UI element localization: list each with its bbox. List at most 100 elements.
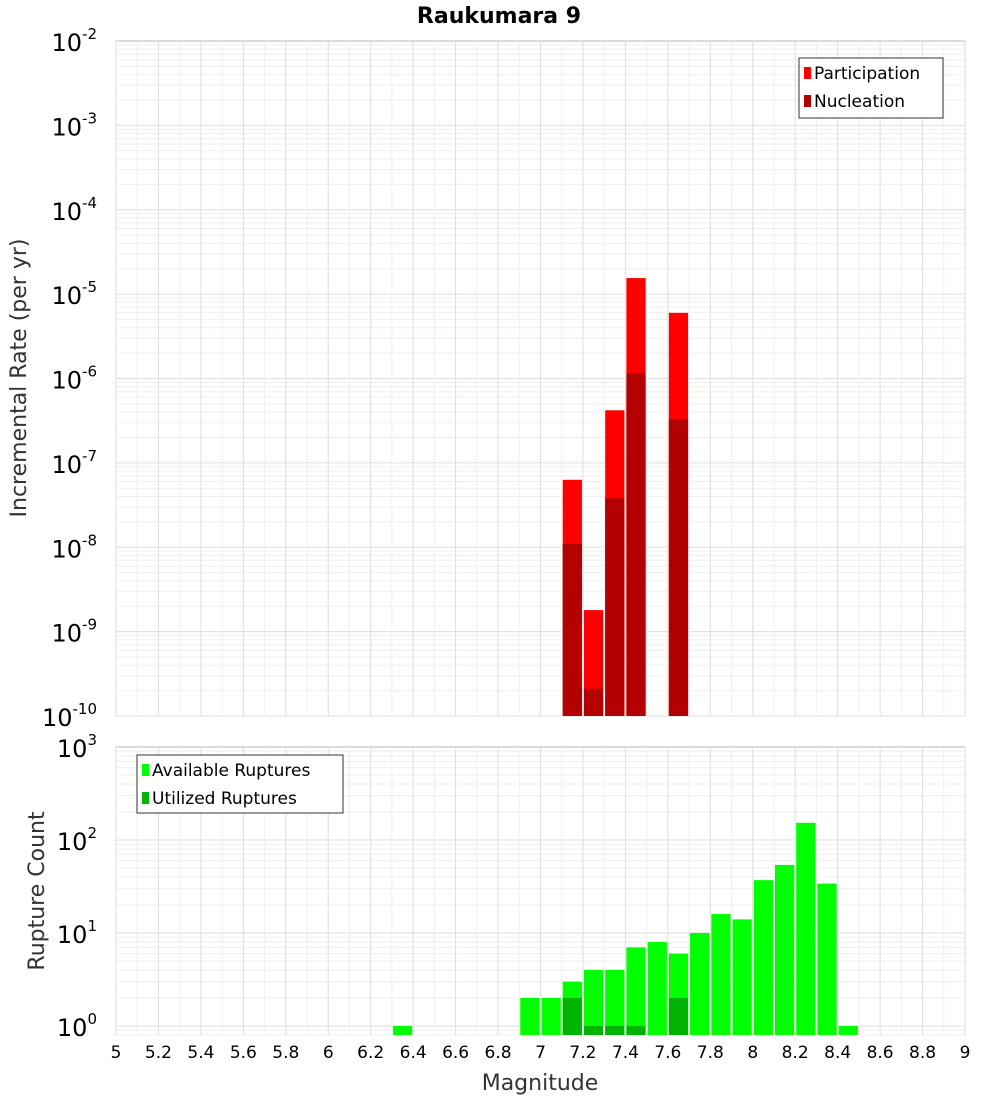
legend-label: Utilized Ruptures	[152, 789, 297, 809]
y-tick-base: 10	[57, 921, 88, 949]
x-tick-label: 7	[535, 1043, 546, 1063]
legend-swatch	[142, 764, 149, 776]
bar-available	[753, 880, 773, 1035]
bar-available	[732, 919, 752, 1035]
y-tick-base: 10	[42, 704, 73, 732]
y-tick-exponent: -4	[82, 194, 97, 212]
y-tick-exponent: -3	[82, 109, 97, 127]
x-tick-label: 6.2	[357, 1043, 384, 1063]
y-tick-base: 10	[51, 198, 82, 226]
x-tick-label: 5.4	[187, 1043, 214, 1063]
x-tick-label: 5.8	[272, 1043, 299, 1063]
y-tick-base: 10	[51, 535, 82, 563]
y-axis-label: Incremental Rate (per yr)	[7, 239, 32, 518]
bar-nucleation	[668, 419, 689, 716]
y-tick-label: 10-2	[51, 25, 97, 57]
y-tick-exponent: -5	[82, 278, 97, 296]
x-tick-label: 8.4	[824, 1043, 851, 1063]
y-tick-base: 10	[51, 367, 82, 395]
x-tick-label: 8.2	[782, 1043, 809, 1063]
legend-label: Available Ruptures	[152, 761, 310, 781]
legend-box	[798, 57, 944, 119]
y-tick-label: 10-4	[51, 194, 97, 226]
bar-available	[796, 822, 816, 1035]
chart-title: Raukumara 9	[417, 4, 581, 29]
y-tick-label: 10-7	[51, 447, 97, 479]
bar-available	[690, 932, 710, 1035]
bar-available	[520, 997, 540, 1035]
x-tick-label: 8	[747, 1043, 758, 1063]
bar-available	[774, 864, 795, 1035]
bar-utilized	[668, 997, 689, 1035]
x-tick-label: 5.2	[145, 1043, 172, 1063]
x-tick-label: 9	[960, 1043, 971, 1063]
x-tick-label: 6.8	[485, 1043, 512, 1063]
y-tick-label: 100	[57, 1010, 97, 1042]
y-tick-exponent: 0	[87, 1010, 97, 1028]
y-tick-label: 10-8	[51, 531, 97, 563]
rate-panel: 10-1010-910-810-710-610-510-410-310-2Inc…	[7, 25, 966, 732]
bar-nucleation	[605, 498, 625, 716]
y-tick-exponent: -10	[73, 700, 98, 718]
x-tick-labels: 5 5.2 5.4 5.6 5.8 6 6.2 6.4 6.6 6.8 7 7.2 7.4 7.6 7.8 8…	[111, 1043, 971, 1063]
bar-available	[711, 914, 731, 1035]
bar-nucleation	[583, 688, 604, 716]
y-tick-exponent: 3	[87, 731, 97, 749]
y-tick-label: 10-10	[42, 700, 97, 732]
bar-utilized	[626, 1025, 646, 1035]
x-tick-label: 6.6	[442, 1043, 469, 1063]
bar-available	[583, 969, 604, 1035]
x-tick-label: 5.6	[230, 1043, 257, 1063]
bar-available	[626, 947, 646, 1035]
x-tick-label: 8.8	[909, 1043, 936, 1063]
x-tick-label: 6.4	[400, 1043, 427, 1063]
legend-label: Participation	[814, 64, 920, 84]
y-tick-base: 10	[51, 282, 82, 310]
y-tick-base: 10	[51, 451, 82, 479]
y-axis-label: Rupture Count	[25, 811, 50, 971]
legend-box	[136, 754, 344, 814]
bar-available	[647, 942, 667, 1035]
bar-nucleation	[562, 543, 582, 716]
y-tick-label: 10-3	[51, 109, 97, 141]
bar-utilized	[562, 997, 582, 1035]
x-tick-label: 7.8	[697, 1043, 724, 1063]
y-tick-exponent: -7	[82, 447, 97, 465]
y-tick-exponent: -8	[82, 531, 97, 549]
x-tick-label: 5	[111, 1043, 122, 1063]
y-tick-label: 10-9	[51, 616, 97, 648]
legend-swatch	[142, 792, 149, 804]
y-tick-label: 102	[57, 824, 97, 856]
y-tick-base: 10	[51, 29, 82, 57]
y-tick-exponent: 2	[87, 824, 97, 842]
y-tick-exponent: -9	[82, 616, 97, 634]
x-axis-label: Magnitude	[482, 1071, 599, 1096]
legend-label: Nucleation	[814, 92, 905, 112]
y-tick-exponent: 1	[87, 917, 97, 935]
y-tick-base: 10	[57, 1014, 88, 1042]
y-tick-base: 10	[57, 735, 88, 763]
bar-utilized	[583, 1025, 604, 1035]
y-tick-label: 103	[57, 731, 97, 763]
bar-available	[817, 883, 837, 1035]
x-tick-label: 7.6	[654, 1043, 681, 1063]
x-tick-label: 7.4	[612, 1043, 639, 1063]
bar-nucleation	[626, 373, 646, 716]
bar-available	[392, 1025, 413, 1035]
x-tick-label: 7.2	[569, 1043, 596, 1063]
y-tick-label: 10-5	[51, 278, 97, 310]
bar-available	[541, 997, 561, 1035]
y-tick-exponent: -6	[82, 363, 97, 381]
legend-swatch	[804, 67, 811, 79]
y-tick-base: 10	[57, 828, 88, 856]
y-tick-label: 101	[57, 917, 97, 949]
y-tick-label: 10-6	[51, 363, 97, 395]
y-tick-base: 10	[51, 113, 82, 141]
y-tick-base: 10	[51, 620, 82, 648]
bar-utilized	[605, 1025, 625, 1035]
x-tick-label: 8.6	[867, 1043, 894, 1063]
bar-available	[605, 969, 625, 1035]
